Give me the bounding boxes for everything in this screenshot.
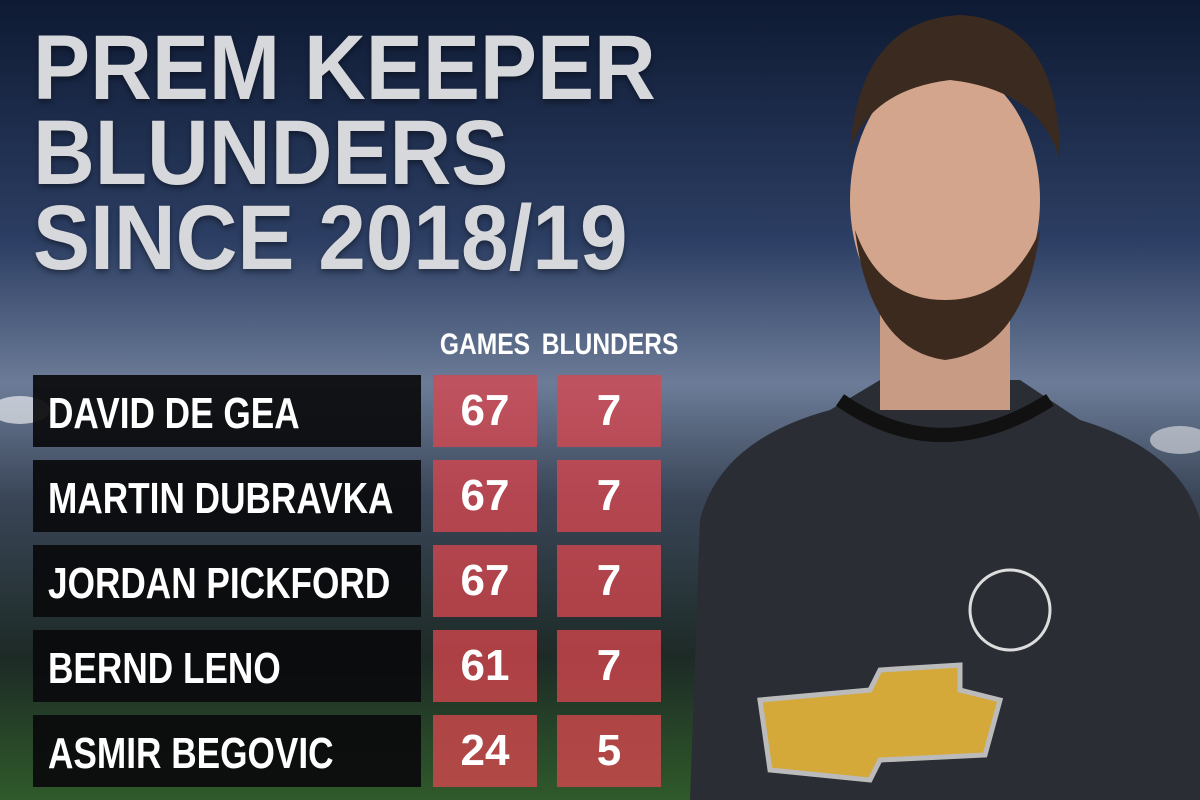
number-cell: 5 bbox=[557, 715, 661, 787]
player-name: JORDAN PICKFORD bbox=[48, 559, 391, 608]
name-cell: MARTIN DUBRAVKA bbox=[33, 460, 421, 532]
player-name: DAVID DE GEA bbox=[48, 389, 300, 438]
number-cell: 61 bbox=[433, 630, 537, 702]
number-cell: 24 bbox=[433, 715, 537, 787]
player-name: ASMIR BEGOVIC bbox=[48, 729, 334, 778]
title-line: BLUNDERS bbox=[33, 102, 509, 204]
name-cell: DAVID DE GEA bbox=[33, 375, 421, 447]
number-cell: 67 bbox=[433, 375, 537, 447]
name-cell: ASMIR BEGOVIC bbox=[33, 715, 421, 787]
title-line: PREM KEEPER bbox=[33, 17, 656, 119]
number-cell: 7 bbox=[557, 630, 661, 702]
number-cell: 7 bbox=[557, 545, 661, 617]
number-cell: 7 bbox=[557, 460, 661, 532]
number-cell: 7 bbox=[557, 375, 661, 447]
number-cell: 67 bbox=[433, 545, 537, 617]
name-cell: JORDAN PICKFORD bbox=[33, 545, 421, 617]
column-header: BLUNDERS bbox=[541, 328, 679, 361]
number-cell: 67 bbox=[433, 460, 537, 532]
name-cell: BERND LENO bbox=[33, 630, 421, 702]
player-name: BERND LENO bbox=[48, 644, 281, 693]
column-header: GAMES bbox=[439, 328, 531, 361]
stadium-light bbox=[1150, 426, 1200, 454]
player-name: MARTIN DUBRAVKA bbox=[48, 474, 394, 523]
title-line: SINCE 2018/19 bbox=[33, 187, 628, 289]
player-photo bbox=[690, 15, 1200, 800]
